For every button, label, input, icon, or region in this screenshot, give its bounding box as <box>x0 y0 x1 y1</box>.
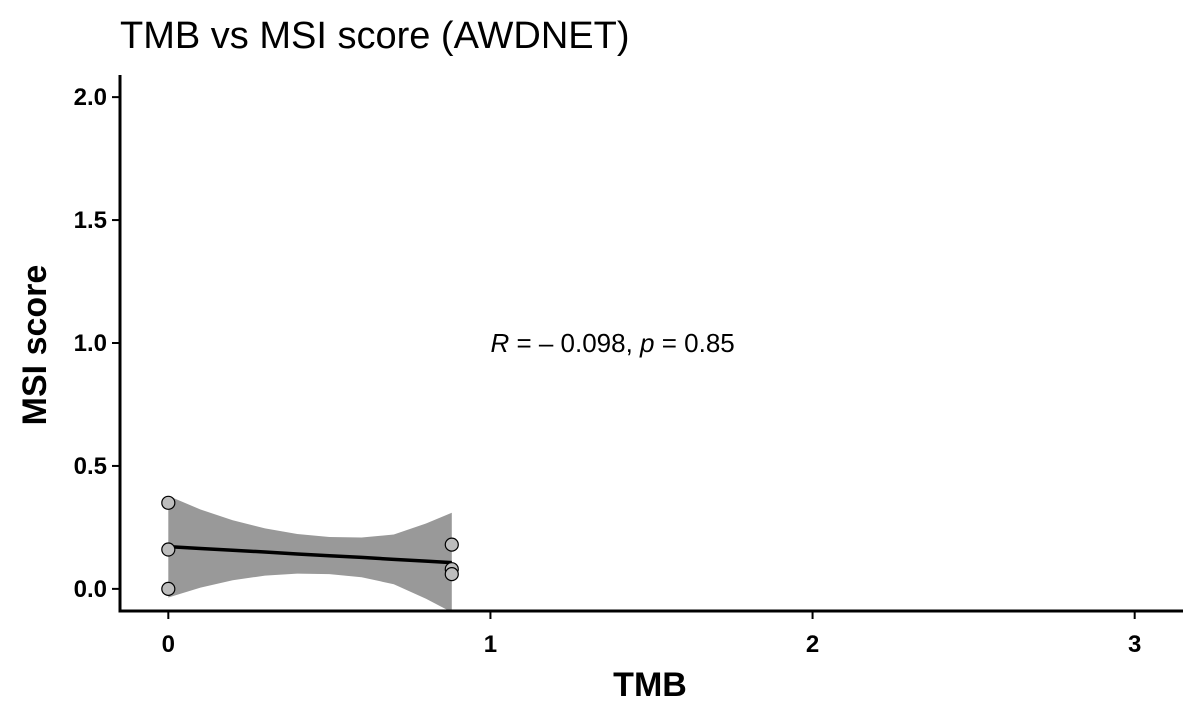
y-tick-label: 0.0 <box>74 576 107 603</box>
y-axis-title: MSI score <box>16 265 54 426</box>
r-value: = – 0.098, <box>509 328 640 358</box>
correlation-annotation: R = – 0.098, p = 0.85 <box>490 328 734 358</box>
p-symbol: p <box>639 328 654 358</box>
p-value: = 0.85 <box>655 328 735 358</box>
x-tick-label: 2 <box>806 631 819 658</box>
y-tick-label: 2.0 <box>74 84 107 111</box>
data-point <box>161 495 176 510</box>
y-tick-label: 1.5 <box>74 207 107 234</box>
x-axis-title: TMB <box>613 666 687 704</box>
chart-title: TMB vs MSI score (AWDNET) <box>120 15 629 57</box>
data-point <box>161 542 176 557</box>
y-axis-ticks: 0.0 0.5 1.0 1.5 2.0 <box>74 84 120 603</box>
y-tick-label: 1.0 <box>74 330 107 357</box>
data-point <box>444 567 459 582</box>
plot-area <box>161 495 459 613</box>
data-point <box>444 537 459 552</box>
x-tick-label: 3 <box>1128 631 1141 658</box>
x-tick-label: 1 <box>484 631 497 658</box>
regression-line <box>168 544 452 565</box>
x-axis-ticks: 0 1 2 3 <box>162 611 1141 658</box>
x-tick-label: 0 <box>162 631 175 658</box>
data-point <box>161 581 176 596</box>
y-tick-label: 0.5 <box>74 453 107 480</box>
data-points <box>161 495 459 596</box>
r-symbol: R <box>490 328 509 358</box>
